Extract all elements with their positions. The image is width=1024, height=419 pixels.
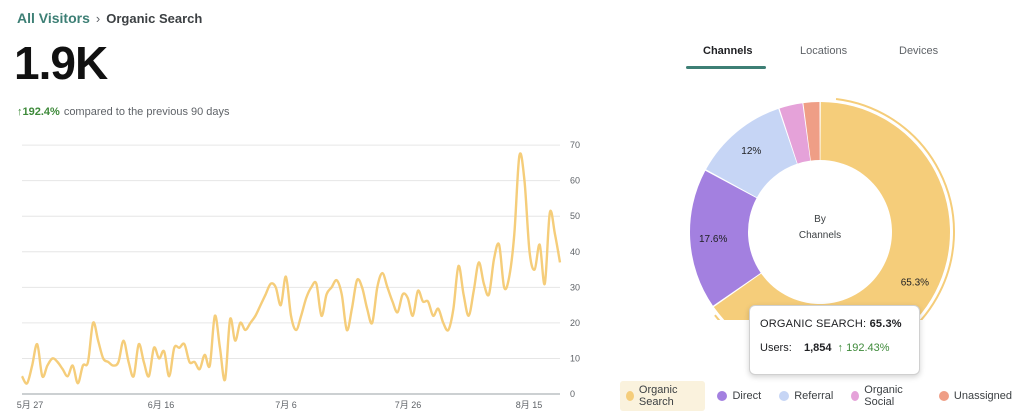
x-tick-label: 7月 26: [395, 400, 422, 410]
breadcrumb-all-visitors-link[interactable]: All Visitors: [17, 10, 90, 26]
tooltip-change: ↑ 192.43%: [837, 342, 890, 354]
legend-swatch: [779, 391, 790, 401]
tab-channels[interactable]: Channels: [703, 45, 753, 57]
change-percent-value: 192.4%: [22, 106, 60, 118]
legend-label: Direct: [732, 390, 762, 402]
slice-unassigned: [803, 102, 820, 161]
x-tick-label: 5月 27: [17, 400, 44, 410]
slice-organic-social: [779, 103, 811, 164]
tooltip-percent: 65.3%: [869, 318, 902, 330]
x-tick-label: 8月 15: [516, 400, 543, 410]
legend-item-unassigned[interactable]: Unassigned: [933, 387, 1018, 405]
organic-search-tooltip: ORGANIC SEARCH: 65.3% Users: 1,854 ↑ 192…: [749, 305, 920, 375]
legend-label: Organic Search: [638, 384, 678, 408]
chevron-right-icon: ›: [95, 10, 101, 26]
y-tick-label: 30: [570, 282, 580, 292]
y-tick-label: 0: [570, 389, 575, 399]
legend-item-referral[interactable]: Referral: [773, 387, 839, 405]
slice-label: 12%: [741, 146, 761, 157]
legend-swatch: [938, 391, 949, 401]
slice-direct: [690, 170, 761, 306]
slice-label: 17.6%: [699, 234, 727, 245]
x-tick-label: 6月 16: [148, 400, 175, 410]
tooltip-users-label: Users:: [760, 342, 792, 354]
visitors-line-chart: 0 10 20 30 40 50 60 70 5月 27 6月 16 7月 6 7月 26 8月 15: [17, 140, 580, 410]
legend-item-direct[interactable]: Direct: [711, 387, 767, 405]
breakdown-tabs: Channels Locations Devices: [680, 40, 980, 70]
slice-organic-search: [713, 102, 950, 320]
legend-label: Unassigned: [953, 390, 1012, 402]
y-tick-label: 20: [570, 318, 580, 328]
tooltip-users-row: Users: 1,854 ↑ 192.43%: [760, 342, 909, 354]
legend-swatch: [851, 391, 860, 401]
y-tick-label: 10: [570, 353, 580, 363]
tooltip-users-value: 1,854: [804, 342, 832, 354]
legend-label: Referral: [794, 390, 834, 402]
breadcrumb: All Visitors › Organic Search: [17, 10, 202, 26]
active-tab-indicator: [686, 66, 766, 69]
y-tick-label: 40: [570, 247, 580, 257]
slice-referral: [706, 108, 797, 198]
selected-slice-outline: [714, 97, 955, 320]
channels-donut-chart: 65.3% 17.6% 12% By Channels: [690, 97, 955, 320]
tab-devices[interactable]: Devices: [899, 45, 939, 57]
legend-swatch: [626, 391, 634, 401]
channels-legend: Organic Search Direct Referral Organic S…: [620, 381, 1024, 411]
y-tick-label: 50: [570, 211, 580, 221]
legend-item-organic-search[interactable]: Organic Search: [620, 381, 706, 411]
change-percent: ↑192.4%: [17, 106, 60, 118]
legend-label: Organic Social: [864, 384, 903, 408]
change-summary: ↑192.4% compared to the previous 90 days: [17, 106, 230, 118]
tab-locations[interactable]: Locations: [800, 45, 848, 57]
tooltip-title: ORGANIC SEARCH: 65.3%: [760, 318, 909, 330]
slice-label: 65.3%: [901, 277, 929, 288]
y-tick-label: 70: [570, 140, 580, 150]
tooltip-channel: ORGANIC SEARCH:: [760, 318, 867, 330]
visitor-count: 1.9K: [14, 37, 108, 89]
donut-center-line2: Channels: [799, 230, 841, 241]
arrow-up-icon: ↑: [17, 106, 23, 118]
x-tick-label: 7月 6: [275, 400, 297, 410]
legend-item-organic-social[interactable]: Organic Social: [845, 381, 927, 411]
legend-swatch: [717, 391, 728, 401]
breadcrumb-current: Organic Search: [106, 10, 203, 26]
donut-center-line1: By: [814, 214, 826, 225]
y-tick-label: 60: [570, 176, 580, 186]
series-line: [20, 152, 562, 385]
comparison-text: compared to the previous 90 days: [63, 106, 230, 118]
